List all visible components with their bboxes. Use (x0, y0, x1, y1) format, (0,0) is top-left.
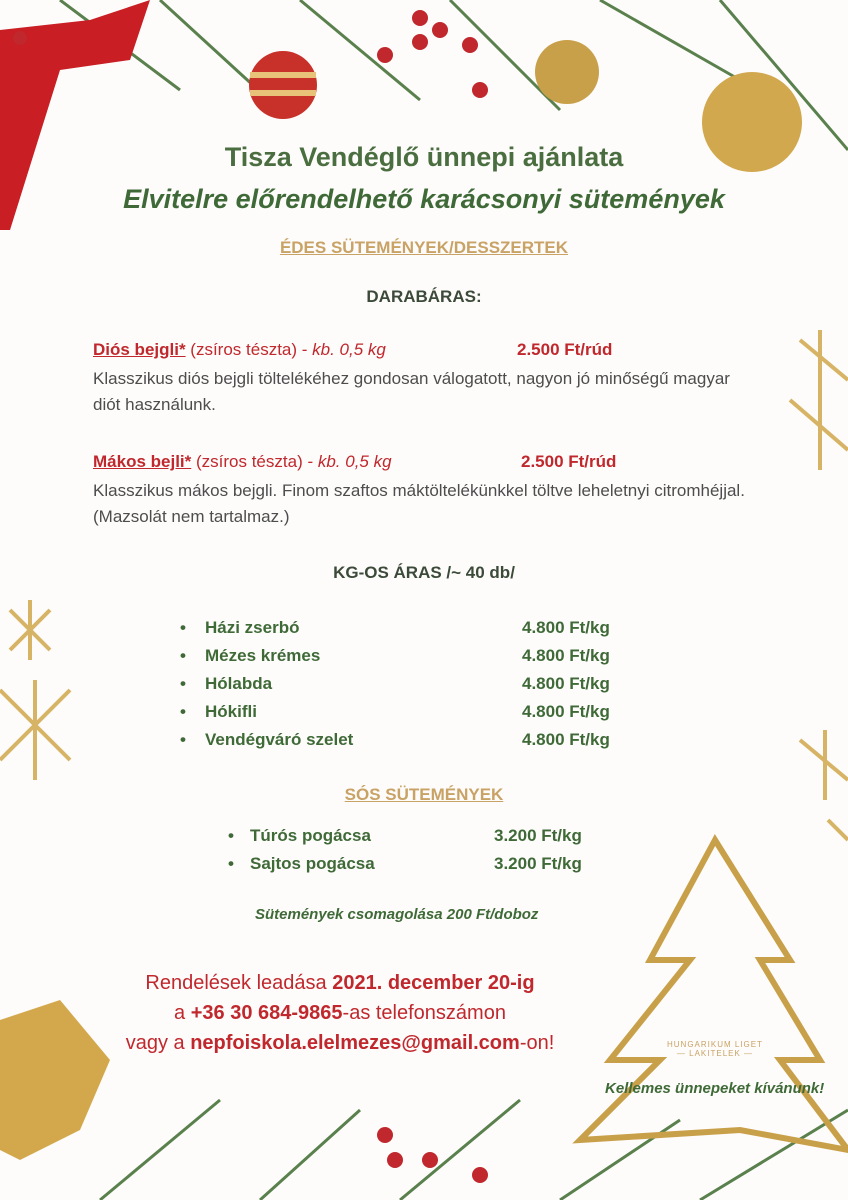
page-title: Tisza Vendéglő ünnepi ajánlata (224, 142, 624, 172)
desc-dios-bejgli: Klasszikus diós bejgli töltelékéhez gond… (93, 369, 730, 414)
list-item: • Hókifli 4.800 Ft/kg (180, 702, 610, 721)
kg-list: • Házi zserbó 4.800 Ft/kg • Mézes krémes 4.8… (180, 618, 660, 758)
list-item: • Sajtos pogácsa 3.200 Ft/kg (228, 854, 582, 873)
sweet-heading: ÉDES SÜTEMÉNYEK/DESSZERTEK (279, 238, 569, 257)
list-item: • Túrós pogácsa 3.200 Ft/kg (228, 826, 582, 845)
per-kg-label: KG-OS ÁRAS /~ 40 db/ (333, 563, 515, 582)
price-makos-bejgli: 2.500 Ft/rúd (521, 452, 617, 471)
list-item: • Hólabda 4.800 Ft/kg (180, 674, 610, 693)
per-piece-label: DARABÁRAS: (366, 287, 482, 306)
hungarikum-liget-logo: HUNGARIKUM LIGET — LAKITELEK — (666, 1040, 763, 1058)
phone-number: +36 30 684-9865 (190, 1002, 343, 1024)
desc-makos-bejgli: Klasszikus mákos bejgli. Finom szaftos m… (93, 481, 745, 526)
list-item: • Házi zserbó 4.800 Ft/kg (180, 618, 610, 637)
page-subtitle: Elvitelre előrendelhető karácsonyi sütem… (123, 184, 725, 214)
holiday-wish: Kellemes ünnepeket kívánunk! (605, 1080, 825, 1097)
price-dios-bejgli: 2.500 Ft/rúd (517, 340, 613, 359)
email-address: nepfoiskola.elelmezes@gmail.com (190, 1032, 520, 1054)
packaging-note: Sütemények csomagolása 200 Ft/doboz (255, 906, 539, 923)
item-makos-bejgli: Mákos bejli* (zsíros tészta) - kb. 0,5 k… (93, 452, 392, 471)
salty-list: • Túrós pogácsa 3.200 Ft/kg • Sajtos pogács… (228, 826, 628, 882)
salty-heading: SÓS SÜTEMÉNYEK (344, 785, 504, 804)
list-item: • Mézes krémes 4.800 Ft/kg (180, 646, 610, 665)
order-info: Rendelések leadása 2021. december 20-ig … (125, 972, 555, 1054)
item-dios-bejgli: Diós bejgli* (zsíros tészta) - kb. 0,5 k… (93, 340, 386, 359)
list-item: • Vendégváró szelet 4.800 Ft/kg (180, 730, 610, 749)
